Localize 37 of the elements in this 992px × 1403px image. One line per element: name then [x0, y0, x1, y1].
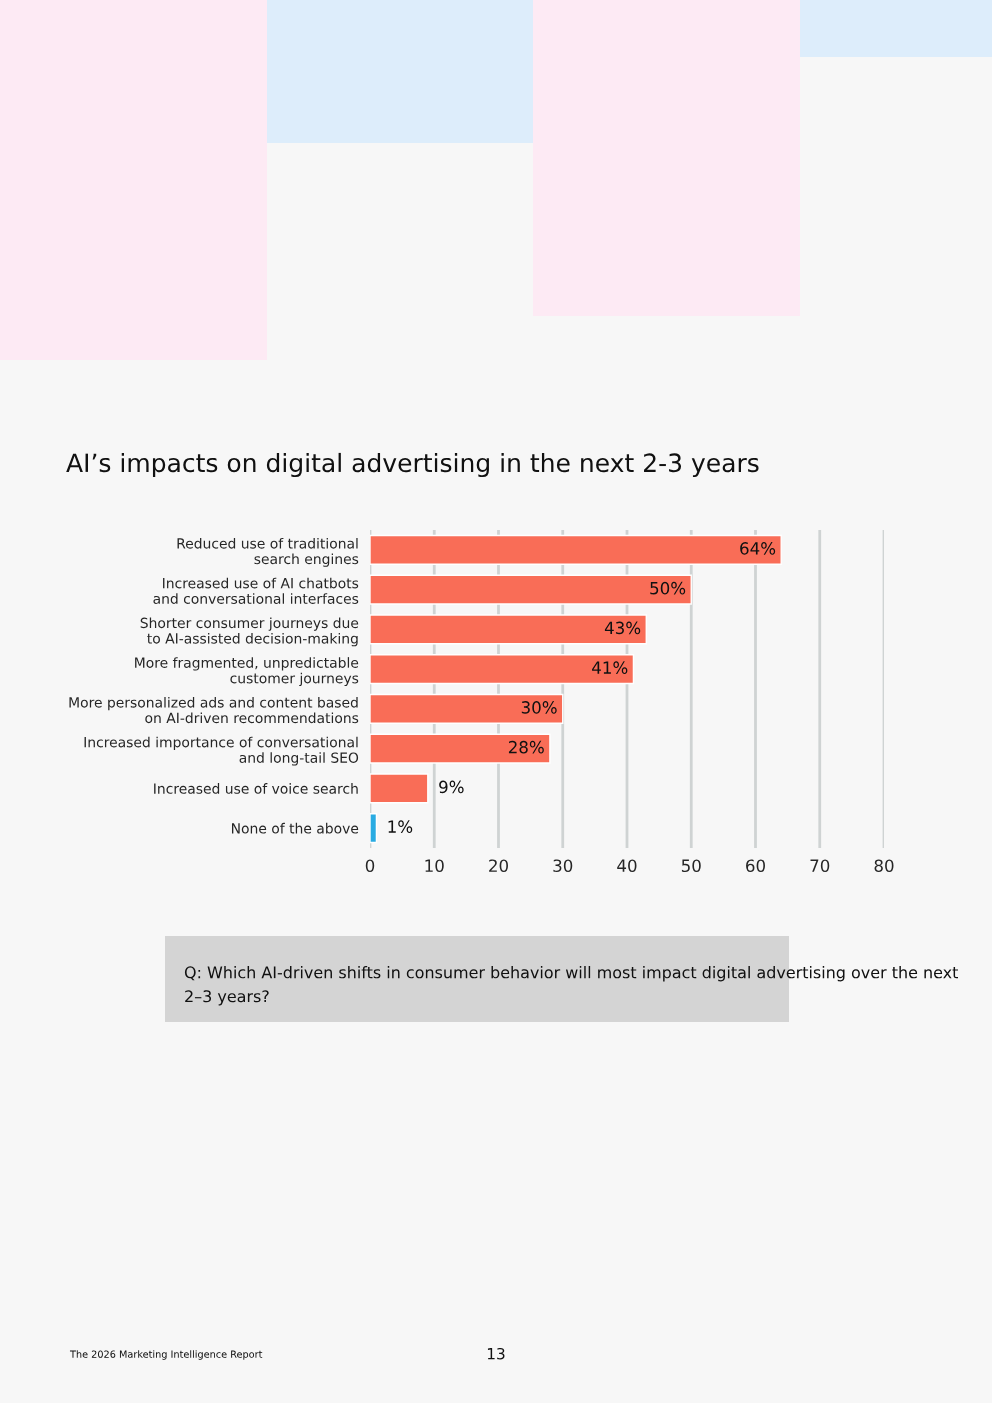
- x-tick-label: 80: [874, 859, 894, 873]
- bar: [370, 813, 378, 844]
- x-tick-label: 30: [553, 859, 573, 873]
- bar: [370, 614, 647, 645]
- data-label: 41%: [592, 661, 628, 674]
- bar: [370, 574, 692, 605]
- bar: [370, 654, 635, 685]
- data-label: 43%: [604, 621, 641, 635]
- chart-title: AI’s impacts on digital advertising in the next 2-3 years: [66, 452, 759, 478]
- data-label: 28%: [508, 740, 544, 754]
- x-tick-label: 70: [810, 859, 830, 873]
- bar: [370, 773, 429, 804]
- x-tick-label: 0: [365, 859, 375, 873]
- bar: [370, 733, 551, 764]
- data-label: 50%: [650, 581, 686, 595]
- y-tick-label: Increased use of AI chatbots and conversational interfaces: [153, 577, 359, 604]
- y-tick-label: Reduced use of traditional search engines: [177, 537, 359, 567]
- y-tick-label: More fragmented, unpredictable customer journeys: [135, 657, 359, 687]
- data-label: 1%: [388, 820, 413, 833]
- x-tick-label: 60: [746, 859, 765, 873]
- y-tick-label: Shorter consumer journeys due to AI-assisted decision-making: [140, 617, 359, 647]
- text: 13: [487, 1347, 505, 1360]
- data-label: 30%: [521, 701, 557, 714]
- x-tick-label: 10: [425, 859, 444, 873]
- y-tick-label: None of the above: [232, 822, 359, 834]
- y-tick-label: Increased use of voice search: [154, 783, 358, 794]
- y-tick-label: Increased importance of conversational and long-tail SEO: [84, 736, 359, 766]
- x-tick-label: 20: [489, 859, 508, 873]
- bar: [370, 534, 782, 565]
- data-label: 64%: [740, 542, 776, 555]
- bar: [370, 693, 564, 724]
- data-label: 9%: [439, 780, 464, 794]
- text: The 2026 Marketing Intelligence Report: [69, 1350, 263, 1360]
- x-tick-label: 50: [681, 859, 701, 873]
- x-tick-label: 40: [617, 859, 637, 873]
- y-tick-label: More personalized ads and content based on AI-driven recommendations: [69, 696, 359, 724]
- text: Q: Which AI-driven shifts in consumer behavior will most impact digital advertising over the next 2–3 years?: [184, 966, 959, 1006]
